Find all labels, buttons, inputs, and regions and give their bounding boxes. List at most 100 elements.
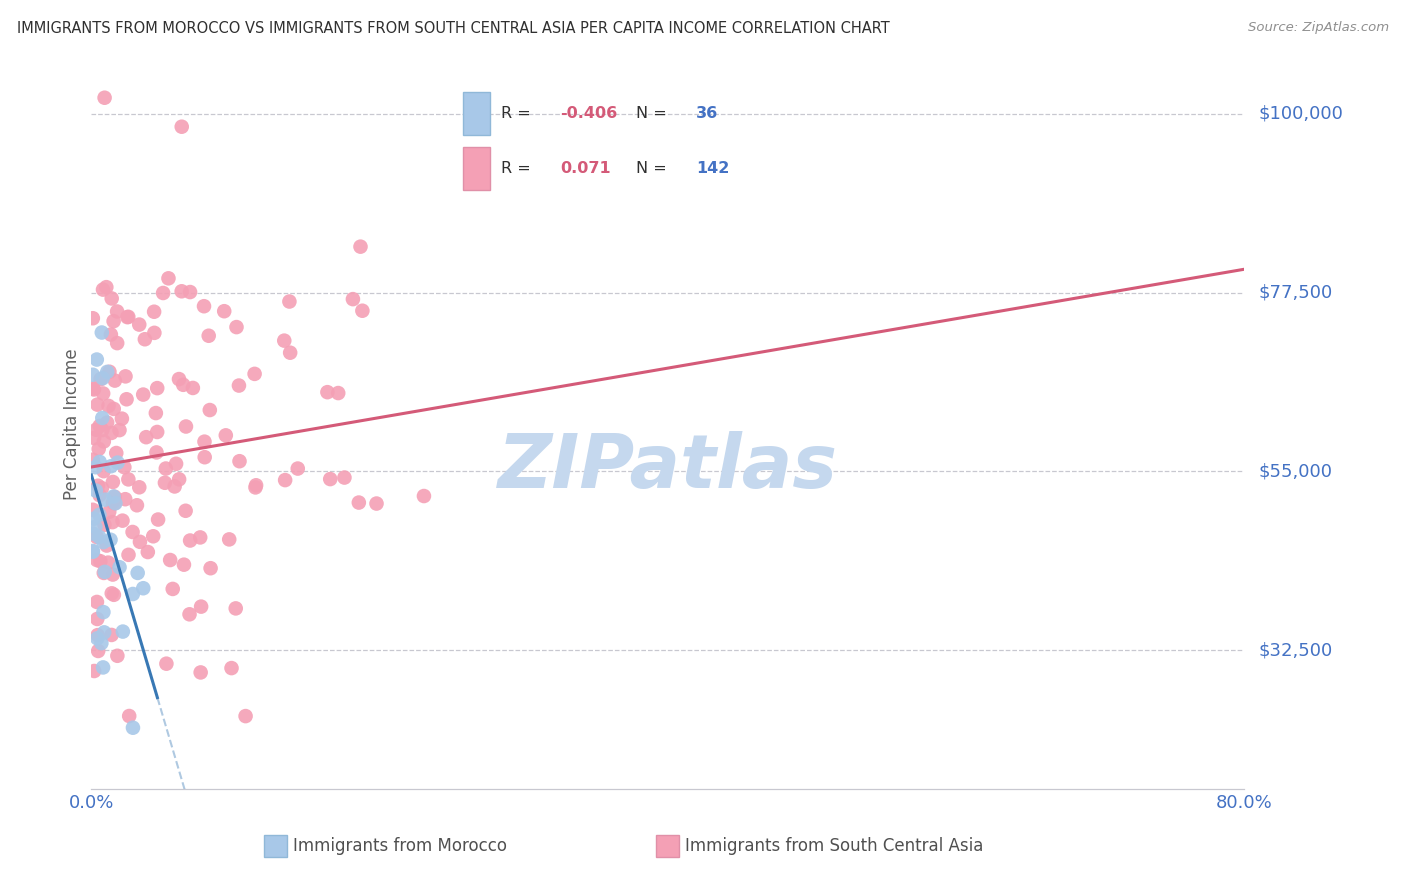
Point <box>179 607 201 622</box>
Point <box>93 517 115 532</box>
Point <box>114 369 136 384</box>
Point <box>352 303 374 318</box>
Point <box>96 416 118 430</box>
Point <box>316 385 339 400</box>
Point <box>83 383 105 397</box>
Point <box>101 495 124 509</box>
Point <box>104 374 127 388</box>
Point <box>91 660 114 674</box>
Point <box>333 470 356 484</box>
Point <box>91 371 114 385</box>
Point <box>127 566 149 580</box>
Point <box>105 304 128 318</box>
Text: ZIPatlas: ZIPatlas <box>498 431 838 504</box>
Point <box>162 582 184 596</box>
Point <box>212 304 235 318</box>
Point <box>100 425 122 440</box>
Point <box>91 386 114 401</box>
Point <box>96 280 118 294</box>
Point <box>163 479 186 493</box>
Point <box>89 554 111 568</box>
Text: $32,500: $32,500 <box>1258 641 1333 659</box>
Text: Source: ZipAtlas.com: Source: ZipAtlas.com <box>1249 21 1389 34</box>
Point <box>84 520 107 534</box>
Point <box>194 450 217 465</box>
Point <box>245 478 267 492</box>
Point <box>152 285 174 300</box>
Point <box>134 332 156 346</box>
Point <box>167 372 190 386</box>
Point <box>89 419 111 434</box>
Point <box>200 561 222 575</box>
Point <box>103 490 125 504</box>
Point <box>349 240 371 254</box>
Point <box>181 381 204 395</box>
Point <box>82 526 104 541</box>
Point <box>190 599 212 614</box>
Point <box>105 446 128 460</box>
Point <box>218 533 240 547</box>
Point <box>82 368 104 382</box>
Point <box>94 565 117 579</box>
Point <box>132 387 155 401</box>
Point <box>243 367 266 381</box>
Point <box>87 442 110 456</box>
Point <box>347 495 370 509</box>
Point <box>86 595 108 609</box>
Point <box>84 460 107 475</box>
Point <box>159 553 181 567</box>
Point <box>225 601 247 615</box>
Point <box>86 612 108 626</box>
Point <box>174 504 197 518</box>
Point <box>146 425 169 439</box>
Point <box>100 533 122 547</box>
Point <box>155 657 177 671</box>
Point <box>89 455 111 469</box>
Text: $77,500: $77,500 <box>1258 284 1333 301</box>
Point <box>143 304 166 318</box>
Point <box>100 292 122 306</box>
Point <box>94 492 117 507</box>
Point <box>90 481 112 495</box>
Point <box>82 544 104 558</box>
Point <box>100 628 122 642</box>
Point <box>91 283 114 297</box>
Point <box>142 529 165 543</box>
Point <box>228 454 250 468</box>
Point <box>89 530 111 544</box>
Point <box>98 365 121 379</box>
Point <box>112 460 135 475</box>
Point <box>145 406 167 420</box>
Point <box>366 497 388 511</box>
Point <box>190 665 212 680</box>
Point <box>145 445 167 459</box>
Point <box>193 299 215 313</box>
Point <box>82 545 104 559</box>
Point <box>101 567 124 582</box>
Point <box>93 625 115 640</box>
Point <box>82 382 104 396</box>
Point <box>100 327 122 342</box>
Point <box>104 496 127 510</box>
Point <box>104 490 127 504</box>
Point <box>96 365 118 379</box>
Point <box>93 91 115 105</box>
Point <box>105 336 128 351</box>
Point <box>143 326 166 340</box>
Point <box>221 661 243 675</box>
Text: Immigrants from Morocco: Immigrants from Morocco <box>292 837 508 855</box>
Text: $55,000: $55,000 <box>1258 462 1333 481</box>
Point <box>128 480 150 494</box>
Point <box>97 556 120 570</box>
Point <box>103 588 125 602</box>
Point <box>121 587 143 601</box>
Point <box>87 479 110 493</box>
Point <box>107 456 129 470</box>
Point <box>153 475 176 490</box>
Point <box>278 345 301 359</box>
Point <box>93 464 115 478</box>
Point <box>101 475 124 489</box>
Point <box>82 311 104 326</box>
Point <box>82 503 104 517</box>
Point <box>90 636 112 650</box>
